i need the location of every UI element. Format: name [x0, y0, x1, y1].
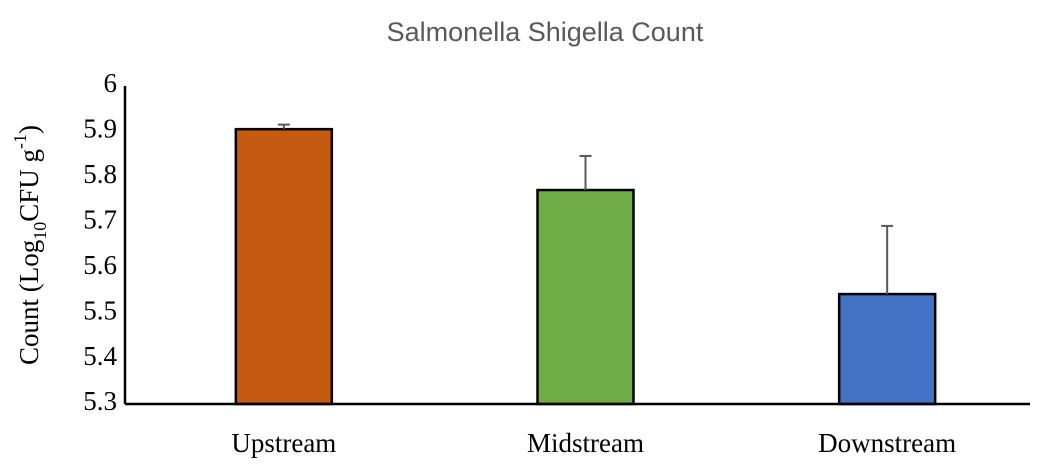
chart-title: Salmonella Shigella Count	[387, 17, 704, 47]
y-tick-label: 5.3	[83, 386, 117, 416]
y-tick-label: 5.9	[83, 114, 117, 144]
x-tick-label: Downstream	[818, 428, 956, 458]
y-axis-label: Count (Log10CFU g-1)	[10, 125, 50, 365]
x-tick-label: Midstream	[527, 428, 644, 458]
y-tick-label: 5.5	[83, 295, 117, 325]
y-tick-label: 5.7	[83, 204, 117, 234]
y-tick-label: 5.8	[83, 159, 117, 189]
bar	[234, 127, 334, 406]
bar	[837, 292, 937, 406]
bar	[536, 188, 635, 406]
y-tick-label: 6	[104, 68, 118, 98]
x-tick-label: Upstream	[231, 428, 336, 458]
y-tick-label: 5.6	[83, 250, 117, 280]
y-tick-label: 5.4	[83, 341, 117, 371]
